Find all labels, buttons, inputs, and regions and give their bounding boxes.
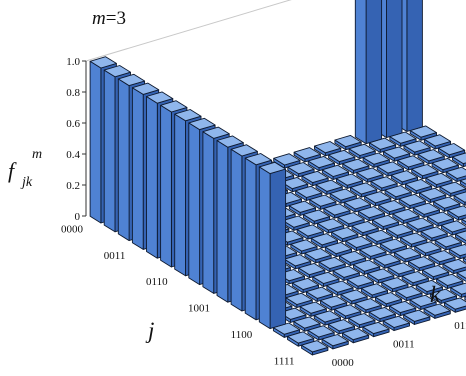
z-tick-label: 0 xyxy=(75,211,81,223)
k-tick-label: 0000 xyxy=(332,357,355,369)
bar-face-left xyxy=(90,61,101,223)
j-tick-label: 1001 xyxy=(188,303,210,315)
bar-face-front xyxy=(407,0,423,132)
z-axis-title-sup: m xyxy=(32,147,42,162)
bar-face-left xyxy=(104,70,115,232)
bar-face-left xyxy=(245,158,256,320)
bar-face-left xyxy=(203,132,214,294)
bar-face-left xyxy=(147,97,158,259)
bar-face-left xyxy=(259,167,270,329)
bar-face-left xyxy=(231,149,242,311)
k-axis-label: k xyxy=(430,282,441,307)
z-tick-label: 0.2 xyxy=(66,180,80,192)
j-tick-label: 1111 xyxy=(274,355,295,367)
k-tick-label: 0110 xyxy=(454,320,466,332)
j-tick-label: 0000 xyxy=(61,223,84,235)
chart-title: m=3 xyxy=(92,8,126,29)
z-tick-label: 0.6 xyxy=(66,118,80,130)
bar-face-front xyxy=(270,169,286,329)
j-tick-label: 0011 xyxy=(104,250,126,262)
z-axis-title: f jk m xyxy=(8,147,42,190)
bar-face-left xyxy=(217,141,228,303)
z-tick-label: 1.0 xyxy=(66,56,80,68)
z-tick-label: 0.4 xyxy=(66,149,80,161)
bar-face-left xyxy=(355,0,366,144)
j-tick-label: 1100 xyxy=(231,329,253,341)
bar-face-left xyxy=(189,123,200,285)
tall-bar xyxy=(355,0,381,144)
z-axis-title-base: f xyxy=(8,158,17,183)
bar-face-left xyxy=(161,105,172,267)
k-tick-label: 0011 xyxy=(393,338,415,350)
bar-face-left xyxy=(175,114,186,276)
z-tick-label: 0.8 xyxy=(66,87,80,99)
z-axis-title-sub: jk xyxy=(20,175,33,190)
bar-face-front xyxy=(387,0,403,138)
j-tick-label: 0110 xyxy=(146,276,168,288)
tall-bar xyxy=(259,162,285,328)
bar-face-front xyxy=(366,0,382,144)
j-axis-label: j xyxy=(145,318,154,343)
bar-face-left xyxy=(118,79,129,241)
bar-face-left xyxy=(132,88,143,250)
